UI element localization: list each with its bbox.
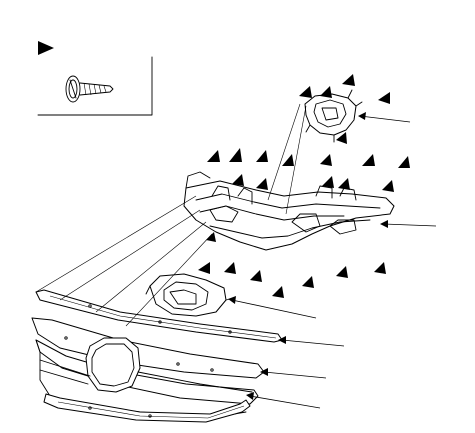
front-grille — [31, 317, 265, 419]
triangle-marker-icon — [342, 74, 355, 86]
triangle-marker-icon — [299, 86, 312, 98]
triangle-marker-icon — [256, 178, 268, 190]
triangle-marker-icon — [272, 286, 284, 298]
triangle-marker-icon — [38, 41, 54, 55]
triangle-marker-icon — [282, 154, 294, 166]
triangle-marker-icon — [382, 180, 394, 192]
triangle-marker-icon — [229, 148, 242, 162]
triangle-marker-icon — [336, 132, 347, 144]
triangle-marker-icon — [302, 276, 314, 288]
upper-bracket — [304, 89, 363, 143]
screw-location-markers — [198, 74, 410, 298]
leader-lines — [35, 103, 307, 327]
triangle-marker-icon — [320, 86, 332, 98]
triangle-marker-icon — [224, 262, 236, 274]
triangle-marker-icon — [232, 174, 244, 186]
triangle-marker-icon — [322, 176, 334, 188]
triangle-marker-icon — [336, 266, 348, 278]
grille-support-frame — [183, 171, 395, 251]
triangle-marker-icon — [250, 270, 262, 282]
lower-trim-strip — [43, 393, 251, 423]
triangle-marker-icon — [207, 150, 220, 162]
lower-bracket — [145, 273, 235, 317]
triangle-marker-icon — [398, 156, 410, 168]
triangle-marker-icon — [320, 154, 332, 166]
triangle-marker-icon — [378, 92, 390, 104]
triangle-marker-icon — [374, 262, 386, 274]
legend-frame — [37, 56, 153, 116]
callout-arrows — [228, 112, 437, 409]
triangle-marker-icon — [198, 262, 210, 274]
screw-icon — [65, 75, 114, 103]
triangle-marker-icon — [338, 178, 350, 190]
triangle-marker-icon — [362, 154, 375, 166]
triangle-marker-icon — [206, 232, 216, 242]
legend-box — [37, 41, 153, 116]
triangle-marker-icon — [256, 150, 268, 162]
